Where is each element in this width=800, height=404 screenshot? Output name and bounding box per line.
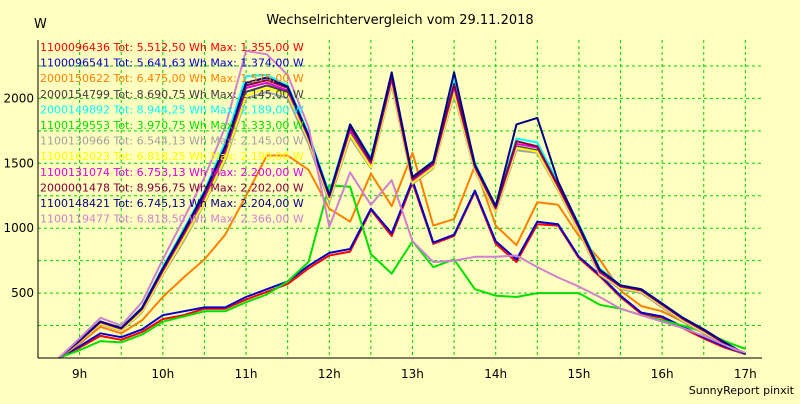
legend-entry: 1100096436 Tot: 5.512,50 Wh Max: 1.355,0… xyxy=(40,41,304,54)
series-line xyxy=(58,179,746,359)
chart-title: Wechselrichtervergleich vom 29.11.2018 xyxy=(266,13,533,28)
series-line xyxy=(58,71,746,359)
x-tick-label: 9h xyxy=(72,367,87,381)
y-tick-label: 1000 xyxy=(3,221,34,235)
x-tick-label: 15h xyxy=(567,367,590,381)
legend: 1100096436 Tot: 5.512,50 Wh Max: 1.355,0… xyxy=(40,41,304,226)
grid xyxy=(37,40,762,358)
y-tick-label: 2000 xyxy=(3,91,34,105)
footer-credit: SunnyReport pinxit xyxy=(689,384,795,397)
x-tick-label: 17h xyxy=(734,367,757,381)
legend-entry: 2000150622 Tot: 6.475,00 Wh Max: 1.575,0… xyxy=(40,72,304,85)
series-line xyxy=(58,151,746,359)
x-tick-label: 16h xyxy=(651,367,674,381)
x-tick-label: 13h xyxy=(401,367,424,381)
legend-entry: 1100096541 Tot: 5.641,63 Wh Max: 1.374,0… xyxy=(40,57,304,70)
legend-entry: 2000149892 Tot: 8.944,25 Wh Max: 2.189,0… xyxy=(40,103,304,116)
legend-entry: 2000154799 Tot: 8.690,75 Wh Max: 2.145,0… xyxy=(40,88,304,101)
legend-entry: 2000001478 Tot: 8.956,75 Wh Max: 2.202,0… xyxy=(40,181,304,194)
axes: 500 1000 1500 2000 9h 10h 11h 12h 13h 14h 15h 16h 17… xyxy=(3,40,762,381)
x-tick-label: 10h xyxy=(151,367,174,381)
legend-entry: 1100162023 Tot: 6.818,25 Wh Max: 2.190,0… xyxy=(40,150,304,163)
y-tick-label: 500 xyxy=(11,286,34,300)
legend-entry: 1100130966 Tot: 6.544,13 Wh Max: 2.145,0… xyxy=(40,135,304,148)
y-axis-label: W xyxy=(34,17,47,32)
legend-entry: 1100131074 Tot: 6.753,13 Wh Max: 2.200,0… xyxy=(40,166,304,179)
legend-entry: 1100119477 Tot: 6.818,50 Wh Max: 2.366,0… xyxy=(40,213,304,226)
legend-entry: 1100148421 Tot: 6.745,13 Wh Max: 2.204,0… xyxy=(40,197,304,210)
x-tick-label: 14h xyxy=(484,367,507,381)
legend-entry: 1100129553 Tot: 3.970,75 Wh Max: 1.333,0… xyxy=(40,119,304,132)
x-tick-label: 12h xyxy=(318,367,341,381)
series-layer xyxy=(58,49,746,359)
series-line xyxy=(58,49,746,359)
y-tick-label: 1500 xyxy=(3,156,34,170)
x-tick-label: 11h xyxy=(235,367,258,381)
